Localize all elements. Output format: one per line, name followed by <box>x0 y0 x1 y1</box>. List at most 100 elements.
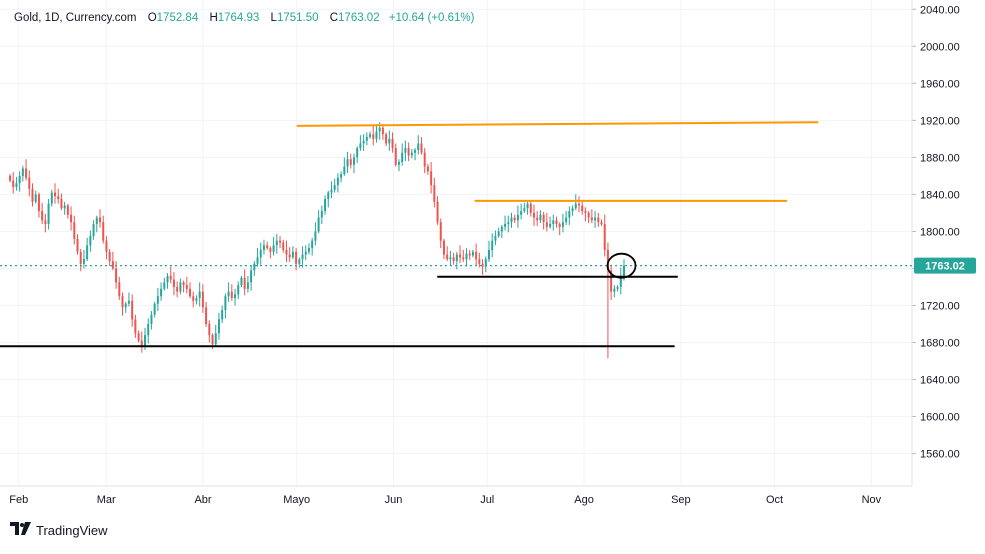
x-tick-label: Ago <box>574 494 594 506</box>
candle-body <box>279 240 282 243</box>
candle-body <box>172 279 175 287</box>
candle-body <box>600 222 603 225</box>
candle-body <box>314 231 317 241</box>
candle-body <box>79 251 82 264</box>
candle-body <box>76 238 79 252</box>
y-tick-label: 2040.00 <box>920 4 960 16</box>
candle-body <box>526 203 529 209</box>
tradingview-logo[interactable]: TradingView <box>10 522 108 538</box>
high-label: H <box>209 12 218 24</box>
candle-body <box>590 217 593 221</box>
candle-body <box>195 298 198 301</box>
candle-body <box>285 249 288 255</box>
candle-body <box>166 275 169 283</box>
candle-body <box>9 175 11 181</box>
y-tick-label: 1680.00 <box>920 338 960 350</box>
candle-body <box>208 324 211 336</box>
candle-body <box>597 217 600 223</box>
candle-body <box>436 201 439 223</box>
candle-body <box>577 203 580 206</box>
candle-body <box>349 159 352 165</box>
candle-body <box>82 259 85 264</box>
candle-body <box>549 224 552 227</box>
candle-body <box>12 180 15 187</box>
candle-body <box>237 285 240 295</box>
candle-body <box>365 137 368 141</box>
candle-body <box>401 152 404 162</box>
high-value: 1764.93 <box>217 12 260 24</box>
candle-body <box>272 245 275 252</box>
candle-body <box>124 303 127 308</box>
chart-legend: Gold, 1D, Currency.com O1752.84 H1764.93… <box>14 12 474 24</box>
candle-body <box>523 208 526 212</box>
candle-body <box>147 324 150 336</box>
close-label: C <box>329 12 339 24</box>
candle-body <box>581 205 584 212</box>
x-tick-label: Sep <box>671 494 691 506</box>
candle-body <box>606 249 609 271</box>
candle-body <box>475 251 478 260</box>
candle-body <box>520 211 523 215</box>
candle-body <box>375 131 378 139</box>
candle-body <box>391 138 394 149</box>
candle-body <box>385 134 388 144</box>
candle-body <box>407 148 410 156</box>
candle-body <box>394 148 397 165</box>
candle-body <box>507 222 510 225</box>
candle-body <box>282 242 285 250</box>
candle-body <box>378 127 381 132</box>
candle-body <box>50 192 53 204</box>
candle-body <box>259 249 262 258</box>
candle-body <box>211 335 214 345</box>
candle-body <box>603 224 606 250</box>
candle-body <box>214 333 217 345</box>
candle-body <box>115 268 118 283</box>
candle-body <box>266 245 269 249</box>
candle-body <box>532 212 535 218</box>
circle-annotation[interactable] <box>606 252 637 279</box>
candle-body <box>529 203 532 213</box>
open-label: O <box>147 12 157 24</box>
candle-body <box>89 236 92 246</box>
candle-body <box>481 263 484 267</box>
candle-body <box>31 188 34 202</box>
candle-body <box>70 214 73 223</box>
candle-body <box>269 248 272 252</box>
candle-body <box>192 296 195 301</box>
change-value: +10.64 (+0.61%) <box>388 12 475 24</box>
y-tick-label: 1840.00 <box>920 189 960 201</box>
candle-body <box>121 296 124 308</box>
candle-body <box>327 192 330 200</box>
candle-body <box>304 251 307 255</box>
candle-body <box>156 296 159 304</box>
candle-body <box>542 214 545 223</box>
candle-body <box>584 211 587 213</box>
candle-body <box>137 333 140 341</box>
candle-body <box>246 282 249 289</box>
tradingview-logo-icon <box>10 522 32 538</box>
candle-body <box>459 254 462 258</box>
candle-body <box>301 254 304 260</box>
resistance-line[interactable] <box>296 121 819 127</box>
candle-body <box>356 148 359 158</box>
candle-body <box>153 303 156 315</box>
candle-body <box>44 220 47 225</box>
candle-body <box>18 175 21 184</box>
candle-body <box>131 300 134 320</box>
candle-body <box>182 282 185 286</box>
candle-body <box>47 203 50 225</box>
candle-body <box>333 185 336 190</box>
candle-body <box>491 240 494 250</box>
candle-body <box>240 277 243 286</box>
candle-body <box>388 138 391 144</box>
last-price-label: 1763.02 <box>925 261 965 273</box>
candle-body <box>111 261 114 269</box>
candle-body <box>179 282 182 292</box>
candle-body <box>291 251 294 258</box>
candle-body <box>397 162 400 165</box>
candle-body <box>594 217 597 221</box>
y-tick-label: 2000.00 <box>920 41 960 53</box>
candle-body <box>423 152 426 167</box>
